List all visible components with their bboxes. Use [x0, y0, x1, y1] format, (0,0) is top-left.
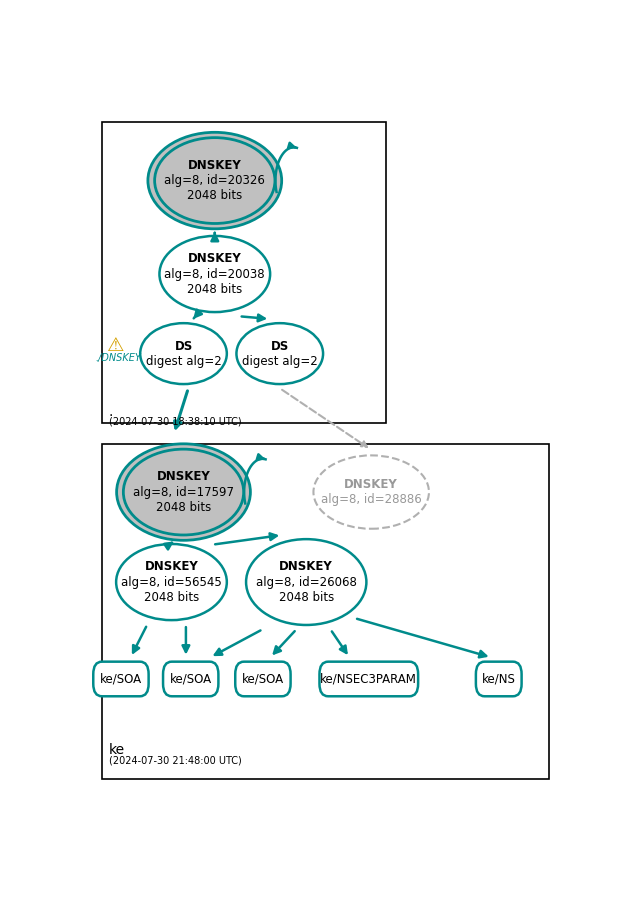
Ellipse shape	[237, 323, 323, 384]
FancyBboxPatch shape	[319, 662, 418, 696]
Text: digest alg=2: digest alg=2	[146, 355, 221, 368]
Text: DS: DS	[271, 340, 289, 352]
Ellipse shape	[155, 138, 275, 224]
Text: alg=8, id=20038: alg=8, id=20038	[165, 268, 265, 280]
Text: ⚠: ⚠	[107, 336, 125, 355]
Text: alg=8, id=26068: alg=8, id=26068	[256, 575, 356, 589]
Ellipse shape	[116, 544, 227, 620]
FancyBboxPatch shape	[163, 662, 219, 696]
FancyBboxPatch shape	[235, 662, 291, 696]
FancyBboxPatch shape	[102, 443, 549, 779]
Text: DS: DS	[175, 340, 193, 352]
Text: ke: ke	[109, 743, 125, 757]
Ellipse shape	[246, 539, 366, 625]
Text: DNSKEY: DNSKEY	[279, 560, 333, 574]
Text: digest alg=2: digest alg=2	[242, 355, 317, 368]
Text: ke/NS: ke/NS	[482, 672, 515, 685]
FancyBboxPatch shape	[93, 662, 148, 696]
Text: 2048 bits: 2048 bits	[144, 591, 199, 604]
Text: DNSKEY: DNSKEY	[188, 253, 242, 265]
Text: DNSKEY: DNSKEY	[145, 560, 198, 574]
Text: 2048 bits: 2048 bits	[156, 501, 211, 514]
Text: alg=8, id=17597: alg=8, id=17597	[133, 485, 234, 499]
Text: ke/NSEC3PARAM: ke/NSEC3PARAM	[320, 672, 417, 685]
Text: 2048 bits: 2048 bits	[187, 283, 242, 296]
Ellipse shape	[124, 450, 243, 535]
Text: DNSKEY: DNSKEY	[188, 159, 242, 172]
Ellipse shape	[314, 456, 429, 529]
Text: .: .	[109, 405, 113, 420]
Ellipse shape	[148, 132, 282, 229]
Text: ke/SOA: ke/SOA	[100, 672, 142, 685]
Text: alg=8, id=28886: alg=8, id=28886	[321, 494, 422, 506]
Ellipse shape	[117, 444, 250, 540]
FancyBboxPatch shape	[476, 662, 522, 696]
FancyBboxPatch shape	[102, 121, 386, 423]
Text: DNSKEY: DNSKEY	[344, 478, 398, 491]
Text: alg=8, id=56545: alg=8, id=56545	[121, 575, 222, 589]
Text: (2024-07-30 18:38:10 UTC): (2024-07-30 18:38:10 UTC)	[109, 416, 242, 426]
Text: ke/SOA: ke/SOA	[170, 672, 212, 685]
Text: DNSKEY: DNSKEY	[156, 470, 211, 484]
Text: ke/SOA: ke/SOA	[242, 672, 284, 685]
Text: (2024-07-30 21:48:00 UTC): (2024-07-30 21:48:00 UTC)	[109, 756, 242, 766]
Text: alg=8, id=20326: alg=8, id=20326	[165, 174, 265, 187]
Ellipse shape	[140, 323, 227, 384]
Text: ./DNSKEY: ./DNSKEY	[96, 353, 142, 363]
Text: 2048 bits: 2048 bits	[187, 190, 242, 202]
Text: 2048 bits: 2048 bits	[279, 591, 334, 604]
Ellipse shape	[160, 236, 270, 312]
